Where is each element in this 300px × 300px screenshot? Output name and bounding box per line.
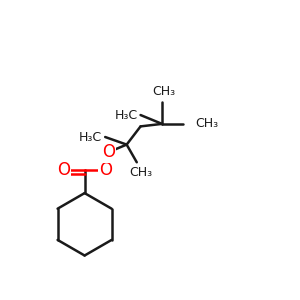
Text: CH₃: CH₃ xyxy=(152,85,175,98)
Text: H₃C: H₃C xyxy=(115,109,138,122)
Text: O: O xyxy=(100,161,112,179)
Text: O: O xyxy=(102,143,115,161)
Text: O: O xyxy=(57,161,70,179)
Text: CH₃: CH₃ xyxy=(195,117,218,130)
Text: CH₃: CH₃ xyxy=(130,166,153,179)
Text: H₃C: H₃C xyxy=(79,130,102,143)
